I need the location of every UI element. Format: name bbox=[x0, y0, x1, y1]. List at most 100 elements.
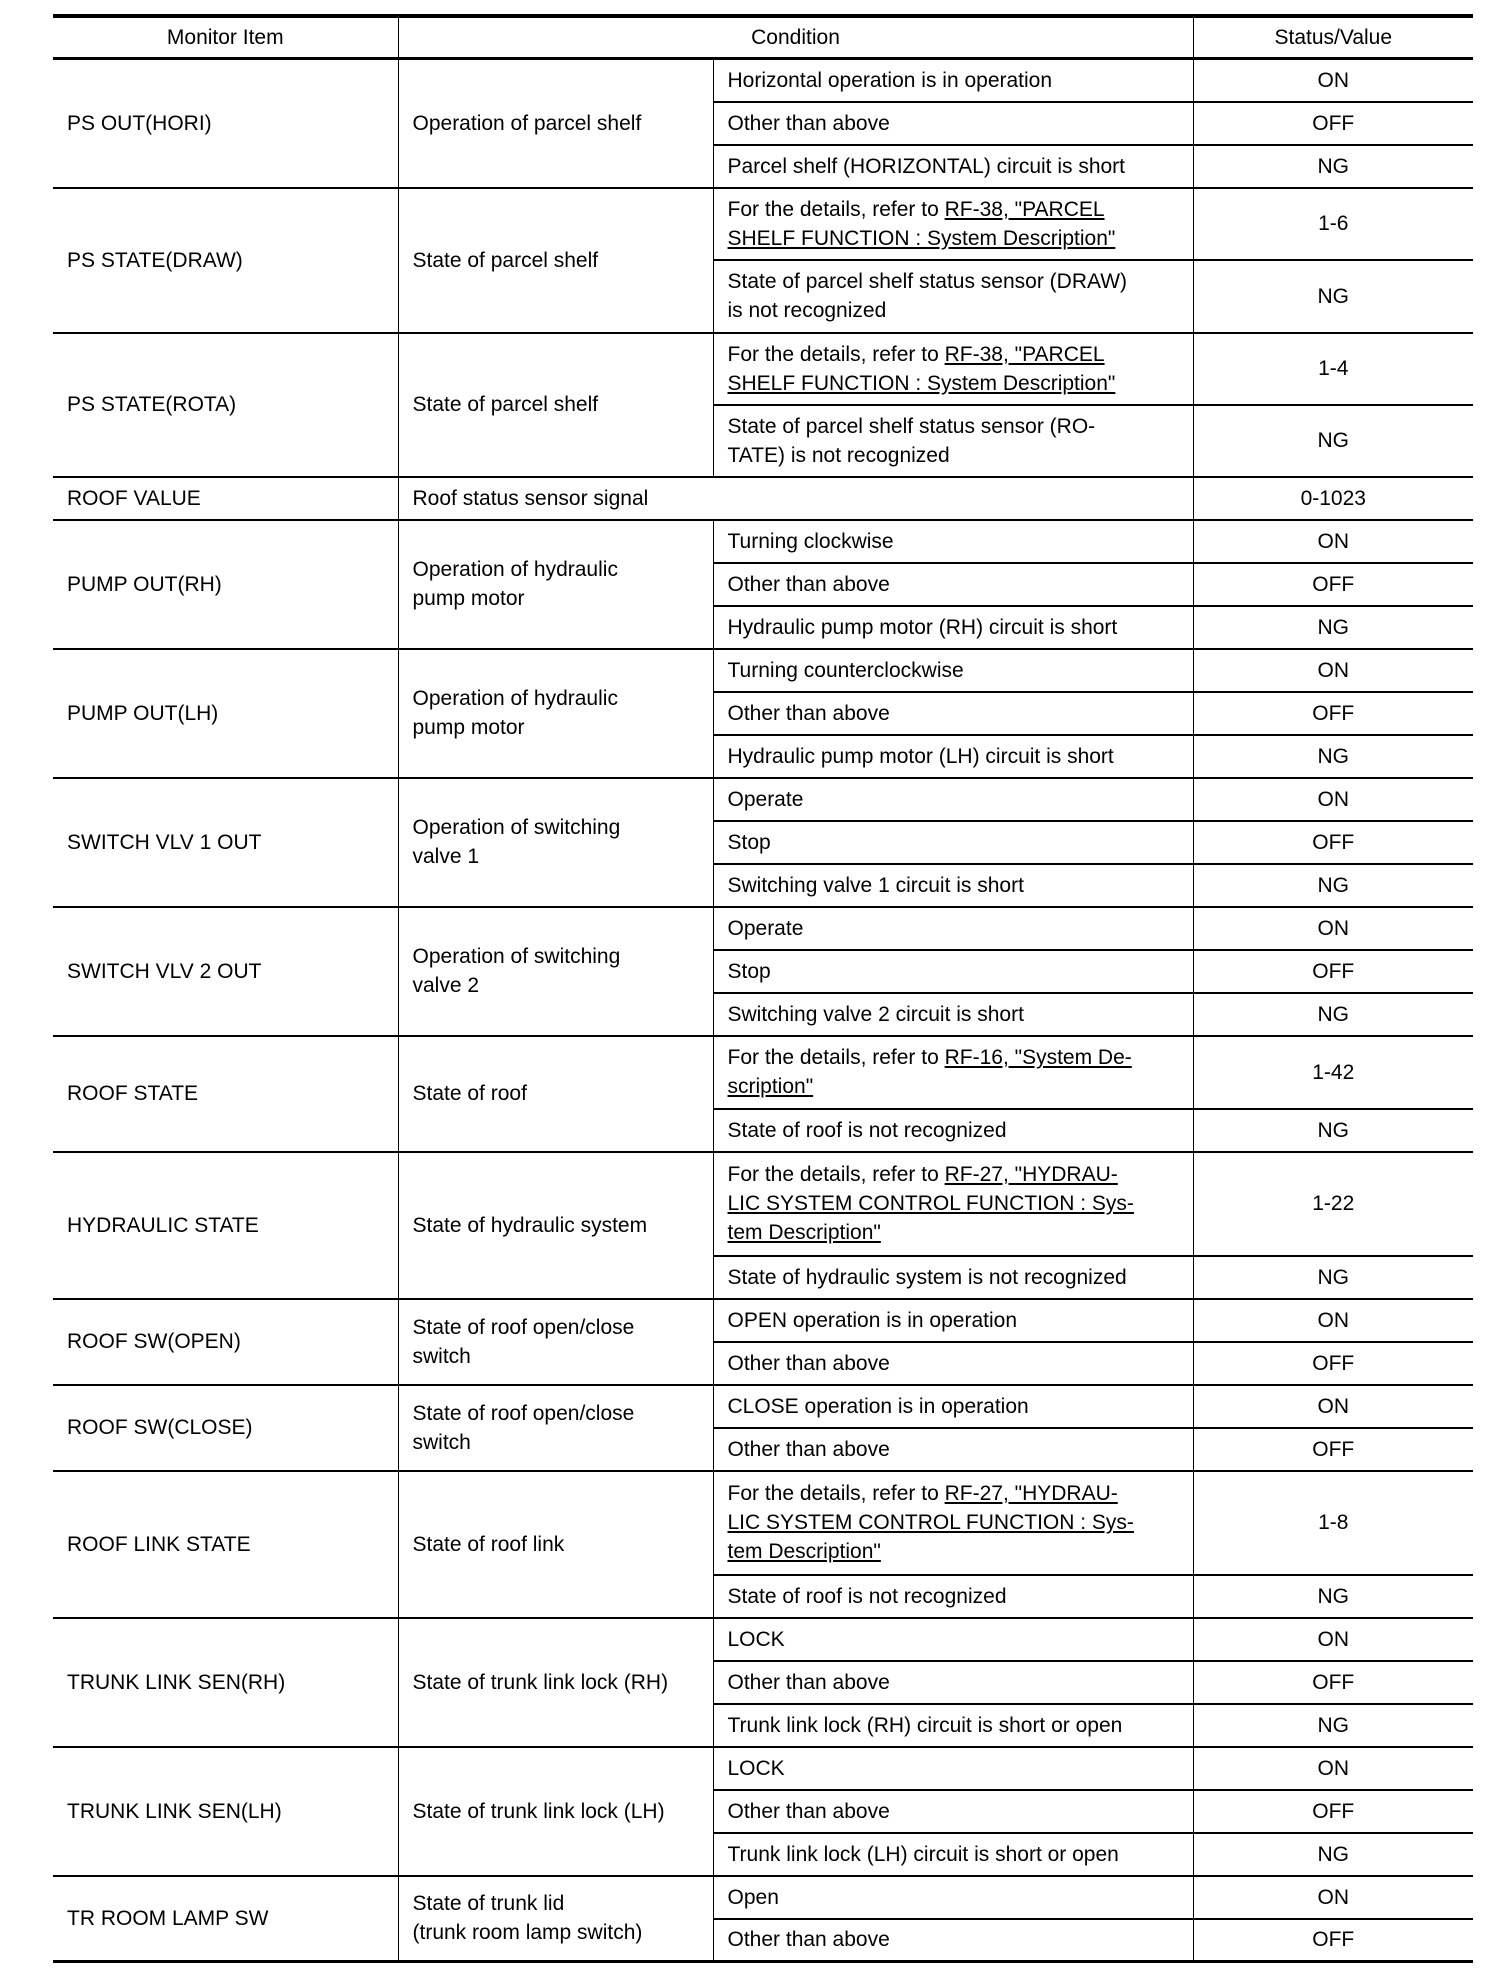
table-row: Other than above OFF bbox=[53, 1917, 1474, 1962]
condition-text: Turning clockwise bbox=[727, 529, 894, 553]
condition-detail-cell: Trunk link lock (LH) circuit is short or… bbox=[712, 1831, 1194, 1876]
reference-link[interactable]: RF-27, "HYDRAU- LIC SYSTEM CONTROL FUNCT… bbox=[727, 1482, 1134, 1563]
condition-detail-cell: OPEN operation is in operation bbox=[712, 1297, 1194, 1342]
condition-text: State of parcel shelf status sensor (RO-… bbox=[727, 414, 1096, 467]
status-value-cell: NG bbox=[1192, 1702, 1474, 1747]
status-value-cell: OFF bbox=[1192, 1788, 1474, 1833]
condition-detail-cell: State of parcel shelf status sensor (DRA… bbox=[712, 258, 1194, 333]
condition-detail-cell: For the details, refer to RF-27, "HYDRAU… bbox=[712, 1469, 1194, 1575]
condition-text: Horizontal operation is in operation bbox=[727, 68, 1053, 92]
table-body: PS OUT(HORI) Operation of parcel shelf Hor… bbox=[53, 57, 1474, 1962]
condition-category-cell: State of roof bbox=[397, 1034, 713, 1152]
reference-link[interactable]: RF-16, "System De- scription" bbox=[727, 1046, 1132, 1098]
status-value-cell: NG bbox=[1192, 258, 1474, 333]
condition-text: Stop bbox=[727, 959, 771, 983]
status-value-cell: ON bbox=[1192, 647, 1474, 692]
status-value-cell: NG bbox=[1192, 1107, 1474, 1152]
condition-detail-cell: Other than above bbox=[712, 1917, 1194, 1962]
condition-text: For the details, refer to bbox=[727, 197, 945, 221]
condition-category-cell: Operation of switching valve 2 bbox=[397, 905, 713, 1036]
condition-detail-cell: Switching valve 2 circuit is short bbox=[712, 991, 1194, 1036]
status-value-cell: OFF bbox=[1192, 1917, 1474, 1962]
condition-detail-cell: Stop bbox=[712, 948, 1194, 993]
condition-category-cell: Operation of parcel shelf bbox=[397, 57, 713, 188]
status-value-cell: NG bbox=[1192, 1831, 1474, 1876]
condition-detail-cell: Hydraulic pump motor (RH) circuit is sho… bbox=[712, 604, 1194, 649]
table-row: State of parcel shelf status sensor (DRA… bbox=[53, 258, 1474, 333]
condition-detail-cell: Turning clockwise bbox=[712, 518, 1194, 563]
status-value-cell: ON bbox=[1192, 518, 1474, 563]
condition-detail-cell: Hydraulic pump motor (LH) circuit is sho… bbox=[712, 733, 1194, 778]
table-row: State of hydraulic system is not recogni… bbox=[53, 1254, 1474, 1299]
condition-detail-cell: For the details, refer to RF-27, "HYDRAU… bbox=[712, 1150, 1194, 1256]
condition-detail-cell: State of roof is not recognized bbox=[712, 1573, 1194, 1618]
table-row: Other than above OFF bbox=[53, 1788, 1474, 1833]
condition-text: CLOSE operation is in operation bbox=[727, 1394, 1029, 1418]
table-row: TRUNK LINK SEN(RH) State of trunk link lo… bbox=[53, 1616, 1474, 1747]
condition-detail-cell: Switching valve 1 circuit is short bbox=[712, 862, 1194, 907]
monitor-item-table: Monitor Item Condition Status/Value PS O… bbox=[53, 14, 1474, 1963]
reference-link[interactable]: RF-38, "PARCEL SHELF FUNCTION : System D… bbox=[727, 197, 1116, 250]
condition-text: LOCK bbox=[727, 1756, 785, 1780]
condition-detail-cell: LOCK bbox=[712, 1745, 1194, 1790]
monitor-item-cell: PUMP OUT(RH) bbox=[53, 518, 398, 649]
monitor-item-cell: PS STATE(ROTA) bbox=[53, 331, 398, 477]
condition-text: Stop bbox=[727, 830, 771, 854]
table-row: SWITCH VLV 2 OUT Operation of switching v… bbox=[53, 905, 1474, 1036]
monitor-item-cell: ROOF SW(CLOSE) bbox=[53, 1383, 398, 1471]
condition-category-cell: State of parcel shelf bbox=[397, 331, 713, 477]
condition-category-cell: Operation of hydraulic pump motor bbox=[397, 647, 713, 778]
table-row: Other than above OFF bbox=[53, 1659, 1474, 1704]
table-row: Other than above OFF bbox=[53, 690, 1474, 735]
condition-category-cell: Operation of hydraulic pump motor bbox=[397, 518, 713, 649]
status-value-cell: NG bbox=[1192, 143, 1474, 188]
condition-detail-cell: Turning counterclockwise bbox=[712, 647, 1194, 692]
table-row: Trunk link lock (RH) circuit is short or… bbox=[53, 1702, 1474, 1747]
condition-detail-cell: Other than above bbox=[712, 690, 1194, 735]
status-value-cell: ON bbox=[1192, 1297, 1474, 1342]
status-value-cell: 1-22 bbox=[1192, 1150, 1474, 1256]
table-row: ROOF LINK STATE State of roof link For the… bbox=[53, 1469, 1474, 1618]
table-row: Switching valve 1 circuit is short NG bbox=[53, 862, 1474, 907]
condition-detail-cell: Other than above bbox=[712, 1788, 1194, 1833]
monitor-item-cell: ROOF SW(OPEN) bbox=[53, 1297, 398, 1385]
status-value-cell: OFF bbox=[1192, 819, 1474, 864]
condition-detail-cell: Horizontal operation is in operation bbox=[712, 57, 1194, 102]
status-value-cell: OFF bbox=[1192, 1426, 1474, 1471]
condition-detail-cell: Trunk link lock (RH) circuit is short or… bbox=[712, 1702, 1194, 1747]
table-header: Monitor Item Condition Status/Value bbox=[53, 16, 1474, 59]
condition-text: For the details, refer to bbox=[727, 1163, 945, 1186]
table-row: Switching valve 2 circuit is short NG bbox=[53, 991, 1474, 1036]
status-value-cell: OFF bbox=[1192, 561, 1474, 606]
condition-detail-cell: Parcel shelf (HORIZONTAL) circuit is sho… bbox=[712, 143, 1194, 188]
condition-detail-cell: Operate bbox=[712, 905, 1194, 950]
condition-text: For the details, refer to bbox=[727, 342, 945, 366]
condition-category-cell: State of roof open/close switch bbox=[397, 1383, 713, 1471]
condition-detail-cell: Other than above bbox=[712, 1340, 1194, 1385]
monitor-item-cell: ROOF VALUE bbox=[53, 475, 398, 520]
table-row: PS OUT(HORI) Operation of parcel shelf Hor… bbox=[53, 57, 1474, 188]
condition-text: Hydraulic pump motor (LH) circuit is sho… bbox=[727, 744, 1114, 768]
reference-link[interactable]: RF-27, "HYDRAU- LIC SYSTEM CONTROL FUNCT… bbox=[727, 1163, 1134, 1244]
condition-category-cell: State of parcel shelf bbox=[397, 186, 713, 333]
monitor-item-cell: TR ROOM LAMP SW bbox=[53, 1874, 398, 1962]
condition-text: State of roof is not recognized bbox=[727, 1584, 1007, 1608]
status-value-cell: NG bbox=[1192, 1573, 1474, 1618]
table-row: Trunk link lock (LH) circuit is short or… bbox=[53, 1831, 1474, 1876]
condition-text: OPEN operation is in operation bbox=[727, 1308, 1018, 1332]
status-value-cell: OFF bbox=[1192, 100, 1474, 145]
monitor-item-cell: SWITCH VLV 1 OUT bbox=[53, 776, 398, 907]
condition-text: Trunk link lock (RH) circuit is short or… bbox=[727, 1713, 1123, 1737]
condition-text: Other than above bbox=[727, 111, 890, 135]
status-value-cell: 1-8 bbox=[1192, 1469, 1474, 1575]
table-row: PS STATE(DRAW) State of parcel shelf For t… bbox=[53, 186, 1474, 333]
table-row: Stop OFF bbox=[53, 819, 1474, 864]
condition-category-cell: Operation of switching valve 1 bbox=[397, 776, 713, 907]
condition-text: Operate bbox=[727, 916, 804, 940]
status-value-cell: OFF bbox=[1192, 1340, 1474, 1385]
status-value-cell: ON bbox=[1192, 905, 1474, 950]
condition-text: Trunk link lock (LH) circuit is short or… bbox=[727, 1842, 1119, 1866]
table-row: Other than above OFF bbox=[53, 100, 1474, 145]
condition-detail-cell: State of hydraulic system is not recogni… bbox=[712, 1254, 1194, 1299]
reference-link[interactable]: RF-38, "PARCEL SHELF FUNCTION : System D… bbox=[727, 342, 1116, 395]
